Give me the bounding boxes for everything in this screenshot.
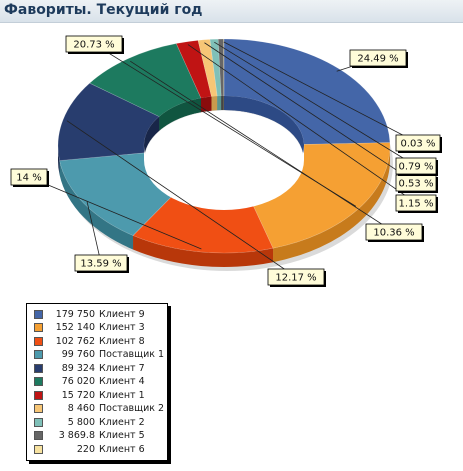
- legend-value-10: 220: [76, 443, 95, 455]
- chart-header: Фавориты. Текущий год: [0, 0, 463, 23]
- slice-inner-face-7: [211, 96, 218, 111]
- legend-entry-10: 220 Клиент 6: [34, 443, 145, 455]
- legend-entry-2: 102 762 Клиент 8: [34, 335, 145, 347]
- slice-inner-face-4: [144, 116, 160, 160]
- leader-line-4: [66, 120, 297, 278]
- percent-label-10: 0.03 %: [401, 139, 436, 150]
- legend-swatch-2: [34, 336, 43, 346]
- leader-line-8: [214, 41, 417, 167]
- legend-name-5: Клиент 4: [99, 376, 145, 387]
- legend-swatch-6: [34, 390, 43, 400]
- leader-line-10: [223, 41, 419, 144]
- slice-inner-face-8: [217, 96, 222, 111]
- legend-swatch-0: [34, 309, 43, 319]
- legend-value-2: 102 762: [55, 335, 95, 347]
- legend-name-4: Клиент 7: [99, 362, 145, 374]
- data-label-0: 24.49 %: [349, 49, 408, 68]
- percent-label-5: 10.36 %: [373, 228, 414, 239]
- legend-swatch-3: [34, 350, 43, 359]
- donut-hole-floor: [144, 146, 304, 210]
- data-label-7: 0.53 %: [395, 174, 438, 193]
- legend-name-10: Клиент 6: [99, 443, 145, 455]
- slice-side-2: [133, 235, 274, 267]
- legend-swatch-10: [34, 444, 43, 454]
- slice-side-4: [58, 146, 60, 175]
- donut-chart: 24.49 % 20.73 % 14 % 13.59 % 12.17 % 10.36 % 1…: [10, 35, 442, 287]
- legend-entry-3: 99 760 Поставщик 1: [34, 349, 164, 361]
- percent-label-2: 14 %: [16, 173, 41, 184]
- chart-legend: 179 750 Клиент 9 152 140 Клиент 3 102 762 Кли…: [26, 303, 168, 461]
- legend-swatch-8: [34, 417, 43, 427]
- leader-line-6: [187, 44, 417, 204]
- legend-value-5: 76 020: [61, 376, 95, 387]
- legend-value-9: 3 869.8: [58, 430, 95, 441]
- percent-label-3: 13.59 %: [80, 259, 121, 270]
- legend-value-7: 8 460: [67, 403, 95, 414]
- chart-title: Фавориты. Текущий год: [4, 2, 203, 18]
- slice-side-3: [59, 160, 134, 250]
- legend-name-0: Клиент 9: [99, 308, 145, 320]
- legend-swatch-9: [34, 431, 43, 440]
- slice-inner-face-6: [200, 96, 212, 113]
- legend-entry-8: 5 800 Клиент 2: [34, 416, 145, 428]
- legend-name-6: Клиент 1: [99, 389, 145, 401]
- legend-entry-9: 3 869.8 Клиент 5: [34, 430, 145, 442]
- data-label-8: 0.79 %: [395, 157, 438, 176]
- legend-value-6: 15 720: [61, 389, 95, 401]
- donut-hole: [144, 110, 304, 210]
- legend-value-8: 5 800: [67, 416, 95, 428]
- legend-swatch-4: [34, 363, 43, 373]
- percent-label-7: 0.53 %: [399, 179, 434, 190]
- legend-swatch-1: [34, 323, 43, 332]
- legend-entry-5: 76 020 Клиент 4: [34, 376, 145, 388]
- legend-entry-0: 179 750 Клиент 9: [34, 308, 145, 320]
- legend-value-1: 152 140: [55, 322, 95, 333]
- legend-value-4: 89 324: [61, 362, 95, 374]
- slice-inner-face-0: [224, 96, 304, 159]
- legend-entry-1: 152 140 Клиент 3: [34, 322, 145, 334]
- leader-line-2: [28, 176, 202, 250]
- legend-name-7: Поставщик 2: [99, 403, 165, 414]
- legend-entry-6: 15 720 Клиент 1: [34, 389, 145, 401]
- data-label-3: 13.59 %: [74, 254, 129, 273]
- legend-name-9: Клиент 5: [99, 430, 145, 441]
- legend-name-8: Клиент 2: [99, 416, 145, 428]
- data-label-10: 0.03 %: [395, 134, 442, 153]
- legend-swatch-7: [34, 404, 43, 413]
- legend-entry-4: 89 324 Клиент 7: [34, 362, 145, 374]
- legend-value-0: 179 750: [55, 308, 95, 320]
- percent-label-8: 0.79 %: [399, 162, 434, 173]
- leader-line-5: [130, 60, 395, 233]
- slice-side-1: [273, 146, 390, 263]
- data-label-4: 12.17 %: [267, 268, 326, 287]
- legend-name-2: Клиент 8: [99, 335, 145, 347]
- percent-label-4: 12.17 %: [275, 273, 316, 284]
- legend-entry-7: 8 460 Поставщик 2: [34, 403, 164, 415]
- leader-line-7: [204, 42, 417, 184]
- legend-value-3: 99 760: [61, 349, 95, 360]
- percent-label-1: 20.73 %: [73, 40, 114, 51]
- slice-5: [89, 43, 202, 117]
- data-label-5: 10.36 %: [365, 223, 424, 242]
- legend-swatch-5: [34, 377, 43, 386]
- slice-inner-face-9: [221, 96, 224, 111]
- data-label-2: 14 %: [10, 168, 49, 187]
- legend-name-1: Клиент 3: [99, 322, 145, 333]
- data-label-1: 20.73 %: [65, 35, 124, 54]
- slice-inner-face-5: [159, 98, 201, 131]
- percent-label-6: 1.15 %: [399, 199, 434, 210]
- percent-label-0: 24.49 %: [357, 54, 398, 65]
- data-label-6: 1.15 %: [395, 194, 438, 213]
- leader-line-3: [86, 201, 102, 264]
- legend-name-3: Поставщик 1: [99, 349, 165, 360]
